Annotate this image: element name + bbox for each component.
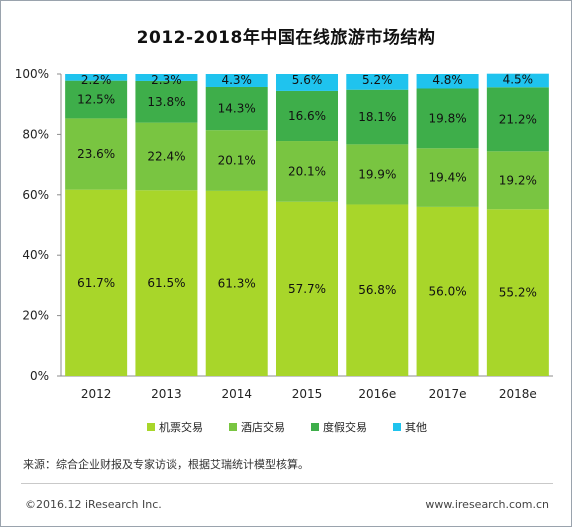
- data-label: 19.4%: [429, 171, 467, 185]
- bar-segment: [205, 74, 268, 87]
- y-tick-label: 0%: [30, 369, 49, 383]
- x-tick-label: 2018e: [499, 387, 537, 401]
- legend-swatch: [393, 423, 401, 431]
- bar-segment: [205, 190, 268, 376]
- chart-title: 2012-2018年中国在线旅游市场结构: [136, 28, 436, 48]
- bar-segment: [135, 122, 198, 191]
- data-label: 55.2%: [499, 286, 537, 300]
- data-label: 61.7%: [77, 276, 115, 290]
- bar-segment: [416, 206, 479, 376]
- bar-segment: [346, 89, 409, 145]
- x-tick-label: 2017e: [429, 387, 467, 401]
- data-label: 19.8%: [429, 111, 467, 125]
- legend-label: 酒店交易: [241, 421, 285, 434]
- data-label: 61.3%: [218, 276, 256, 290]
- x-tick-label: 2016e: [358, 387, 396, 401]
- legend-swatch: [311, 423, 319, 431]
- x-tick-label: 2015: [292, 387, 323, 401]
- bar-segment: [135, 80, 198, 123]
- data-label: 5.6%: [292, 73, 323, 87]
- data-label: 20.1%: [288, 164, 326, 178]
- legend-swatch: [147, 423, 155, 431]
- legend-item: 酒店交易: [229, 419, 285, 435]
- copyright-text: ©2016.12 iResearch Inc.: [25, 498, 162, 511]
- divider: [21, 483, 553, 484]
- data-label: 19.9%: [358, 167, 396, 181]
- legend-item: 机票交易: [147, 419, 203, 435]
- y-tick-label: 60%: [22, 188, 49, 202]
- data-label: 21.2%: [499, 112, 537, 126]
- data-label: 5.2%: [362, 73, 393, 87]
- bar-segment: [486, 209, 549, 376]
- bar-segment: [416, 88, 479, 149]
- y-tick-label: 100%: [15, 67, 49, 81]
- bar-segment: [205, 86, 268, 131]
- x-tick-label: 2012: [81, 387, 112, 401]
- data-label: 56.8%: [358, 283, 396, 297]
- bar-segment: [65, 74, 128, 81]
- bar-segment: [276, 90, 338, 142]
- legend-item: 其他: [393, 419, 427, 435]
- data-label: 57.7%: [288, 282, 326, 296]
- x-tick-label: 2014: [221, 387, 252, 401]
- bar-segment: [486, 87, 549, 152]
- data-label: 56.0%: [429, 284, 467, 298]
- bar-segment: [346, 74, 409, 90]
- data-label: 2.2%: [81, 73, 112, 87]
- data-label: 4.5%: [503, 73, 534, 87]
- data-label: 4.8%: [432, 73, 463, 87]
- legend-label: 机票交易: [159, 421, 203, 434]
- legend-item: 度假交易: [311, 419, 367, 435]
- data-label: 13.8%: [147, 95, 185, 109]
- data-label: 14.3%: [218, 102, 256, 116]
- chart-legend: 机票交易 酒店交易 度假交易 其他: [1, 419, 571, 435]
- bar-segment: [486, 151, 549, 210]
- data-label: 20.1%: [218, 154, 256, 168]
- data-label: 12.5%: [77, 93, 115, 107]
- legend-label: 其他: [405, 421, 427, 434]
- legend-label: 度假交易: [323, 421, 367, 434]
- bar-segment: [65, 189, 128, 376]
- bar-segment: [276, 201, 338, 376]
- source-note: 来源：综合企业财报及专家访谈，根据艾瑞统计模型核算。: [23, 458, 309, 471]
- y-tick-label: 20%: [22, 309, 49, 323]
- data-label: 16.6%: [288, 109, 326, 123]
- data-label: 19.2%: [499, 173, 537, 187]
- website-text: www.iresearch.com.cn: [425, 498, 549, 511]
- bar-segment: [346, 204, 409, 376]
- data-label: 2.3%: [151, 73, 182, 87]
- x-tick-label: 2013: [151, 387, 182, 401]
- bar-segment: [416, 74, 479, 89]
- data-label: 22.4%: [147, 149, 185, 163]
- bar-segment: [135, 190, 198, 376]
- data-label: 61.5%: [147, 276, 185, 290]
- y-tick-label: 40%: [22, 248, 49, 262]
- legend-swatch: [229, 423, 237, 431]
- bar-segment: [205, 130, 268, 191]
- bar-segment: [416, 148, 479, 207]
- bar-segment: [276, 141, 338, 202]
- bar-segment: [346, 144, 409, 205]
- bar-segment: [486, 73, 549, 88]
- data-label: 4.3%: [221, 73, 252, 87]
- y-tick-label: 80%: [22, 127, 49, 141]
- bar-segment: [276, 74, 338, 91]
- stacked-bar-chart: 0% 20% 40% 60% 80% 100% 61.7% 23.6% 12.5% 2.2% 201…: [15, 67, 553, 401]
- data-label: 18.1%: [358, 110, 396, 124]
- bar-segment: [65, 80, 128, 119]
- bar-segment: [65, 118, 128, 190]
- bar-segment: [135, 74, 198, 81]
- data-label: 23.6%: [77, 147, 115, 161]
